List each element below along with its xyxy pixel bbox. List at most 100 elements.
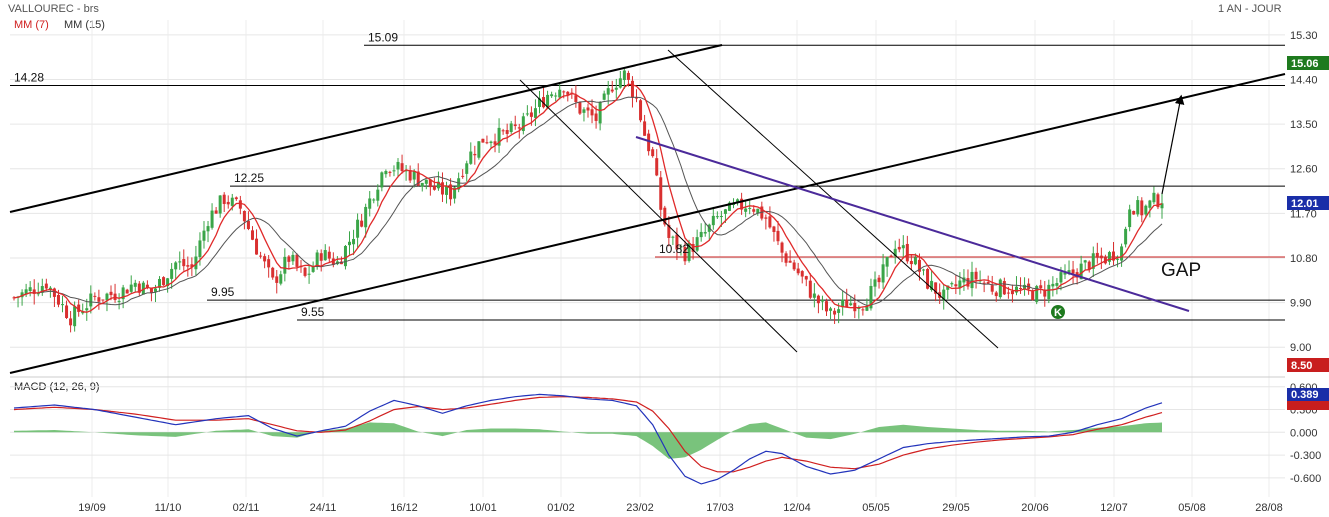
candle-body — [315, 252, 319, 268]
candle — [384, 169, 388, 178]
candle-body — [837, 309, 841, 313]
candle-body — [408, 170, 412, 181]
price-tick-label: 15.30 — [1290, 30, 1318, 42]
candle-body — [275, 276, 279, 283]
price-tick-label: 11.70 — [1290, 208, 1317, 220]
candle-body — [974, 271, 978, 280]
period-label[interactable]: 1 AN - JOUR — [1218, 3, 1282, 15]
candle-body — [958, 280, 962, 288]
candle — [319, 249, 323, 272]
candle-body — [230, 197, 234, 206]
time-tick-label: 29/05 — [942, 502, 970, 514]
candle-body — [1079, 263, 1083, 280]
candle — [647, 129, 651, 156]
candle — [178, 251, 182, 270]
candle-body — [222, 194, 226, 204]
candle — [408, 165, 412, 183]
time-tick-label: 01/02 — [547, 502, 575, 514]
candle — [133, 279, 137, 293]
candle-body — [352, 238, 356, 245]
candle-body — [1140, 200, 1144, 216]
candle-body — [808, 280, 812, 298]
descending-line-left — [519, 79, 798, 353]
candle-body — [647, 133, 651, 152]
candle — [804, 275, 808, 287]
candle-body — [1144, 205, 1148, 215]
candle — [521, 112, 525, 135]
chart-title: VALLOUREC - brs — [8, 3, 99, 15]
candle-body — [622, 70, 626, 81]
candle-body — [901, 245, 905, 249]
candle — [372, 198, 376, 204]
candle-body — [61, 304, 65, 306]
candle-body — [824, 301, 828, 312]
candle — [396, 158, 400, 178]
candle-body — [942, 289, 946, 300]
ma-fast-legend: MM (7) — [14, 19, 49, 31]
candle-body — [784, 253, 788, 263]
candle-body — [372, 199, 376, 201]
candle — [982, 280, 986, 293]
candle-body — [162, 277, 166, 286]
candle — [380, 171, 384, 192]
last-price-badge-text: 12.01 — [1291, 198, 1319, 210]
candle — [1039, 279, 1043, 294]
candle-body — [1099, 255, 1103, 259]
candle-body — [493, 141, 497, 145]
level-label-9-95: 9.95 — [211, 285, 235, 299]
candle — [926, 267, 930, 290]
candle-body — [1023, 284, 1027, 290]
candle — [542, 86, 546, 109]
candle-body — [238, 200, 242, 209]
candle-body — [816, 295, 820, 304]
candle — [756, 208, 760, 216]
candle-body — [250, 230, 254, 240]
candle — [562, 90, 566, 99]
level-label-15-09: 15.09 — [368, 30, 398, 44]
candle-body — [85, 308, 89, 311]
candle-body — [1120, 246, 1124, 261]
candle-body — [348, 241, 352, 246]
candle — [655, 149, 659, 177]
candle-body — [501, 130, 505, 132]
candle — [485, 135, 489, 145]
candle-body — [295, 254, 299, 267]
candle-body — [145, 284, 149, 289]
candle-body — [440, 182, 444, 195]
level-label-9-55: 9.55 — [301, 305, 325, 319]
time-tick-label: 12/04 — [783, 502, 811, 514]
time-tick-label: 16/12 — [390, 502, 418, 514]
top-level-badge-text: 15.06 — [1291, 58, 1319, 70]
k-marker-circle[interactable] — [1051, 305, 1065, 319]
candle — [44, 278, 48, 292]
candle — [234, 196, 238, 201]
candle — [113, 283, 117, 303]
candle — [174, 261, 178, 280]
price-tick-label: 13.50 — [1290, 119, 1318, 131]
candle-body — [69, 318, 73, 326]
candle — [659, 170, 663, 217]
candle-body — [1111, 251, 1115, 261]
candle — [946, 285, 950, 300]
ma-slow-legend: MM (15) — [64, 19, 105, 31]
candle-body — [505, 130, 509, 134]
candle — [360, 213, 364, 228]
candle-body — [594, 113, 598, 121]
time-tick-label: 24/11 — [310, 502, 337, 514]
candle-body — [1124, 228, 1128, 245]
candle — [1111, 241, 1115, 266]
candle-body — [449, 184, 453, 200]
candle-body — [246, 220, 250, 229]
candle — [671, 235, 675, 245]
candle-body — [392, 170, 396, 172]
candle-body — [1107, 252, 1111, 262]
candle-body — [453, 187, 457, 199]
candle — [796, 262, 800, 276]
candle — [788, 250, 792, 263]
candle-body — [954, 284, 958, 287]
candle — [1160, 193, 1164, 219]
candle-body — [380, 172, 384, 188]
candle-body — [121, 287, 125, 300]
candle — [537, 90, 541, 114]
candle-body — [149, 288, 153, 294]
